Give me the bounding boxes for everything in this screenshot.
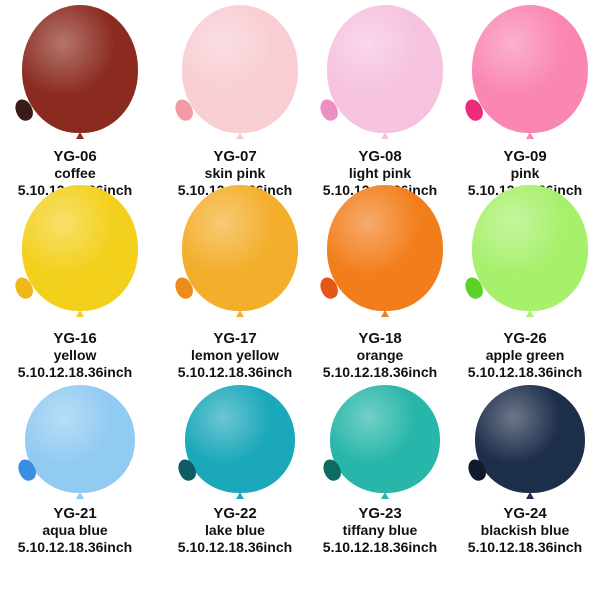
balloon-code: YG-23 — [358, 505, 402, 522]
balloon-labels: YG-21 aqua blue 5.10.12.18.36inch — [0, 505, 150, 556]
balloon-swatch: YG-16 yellow 5.10.12.18.36inch — [0, 0, 150, 600]
balloon-color-name: aqua blue — [42, 522, 108, 538]
balloon-code: YG-26 — [503, 330, 547, 347]
balloon-image — [22, 5, 138, 133]
balloon-labels: YG-16 yellow 5.10.12.18.36inch — [0, 330, 150, 381]
balloon-color-name: pink — [510, 165, 540, 181]
balloon-knot — [76, 310, 84, 317]
balloon-knot — [381, 132, 389, 139]
balloon-sizes: 5.10.12.18.36inch — [17, 364, 133, 380]
balloon-labels: YG-24 blackish blue 5.10.12.18.36inch — [450, 505, 600, 556]
balloon-knot — [76, 492, 84, 499]
balloon-image — [22, 185, 138, 311]
balloon-labels: YG-18 orange 5.10.12.18.36inch — [305, 330, 455, 381]
balloon-code: YG-18 — [358, 330, 402, 347]
balloon-swatch: YG-22 lake blue 5.10.12.18.36inch — [160, 0, 310, 600]
balloon-color-name: skin pink — [204, 165, 266, 181]
balloon-sizes: 5.10.12.18.36inch — [322, 539, 438, 555]
balloon-color-name: light pink — [348, 165, 412, 181]
balloon-image — [472, 5, 588, 133]
balloon-color-name: lake blue — [205, 522, 265, 538]
balloon-labels: YG-17 lemon yellow 5.10.12.18.36inch — [160, 330, 310, 381]
balloon-code: YG-24 — [503, 505, 547, 522]
balloon-knot — [236, 132, 244, 139]
balloon-code: YG-06 — [53, 148, 97, 165]
balloon-color-name: apple green — [485, 347, 565, 363]
balloon-knot — [526, 132, 534, 139]
balloon-knot — [381, 492, 389, 499]
balloon-sizes: 5.10.12.18.36inch — [177, 539, 293, 555]
balloon-knot — [236, 310, 244, 317]
balloon-code: YG-08 — [358, 148, 402, 165]
balloon-swatch: YG-26 apple green 5.10.12.18.36inch — [450, 0, 600, 600]
balloon-image — [472, 185, 588, 311]
balloon-swatch: YG-24 blackish blue 5.10.12.18.36inch — [450, 0, 600, 600]
balloon-code: YG-09 — [503, 148, 547, 165]
balloon-knot — [236, 492, 244, 499]
balloon-color-name: lemon yellow — [191, 347, 279, 363]
balloon-image — [327, 5, 443, 133]
balloon-sizes: 5.10.12.18.36inch — [17, 539, 133, 555]
balloon-image — [327, 185, 443, 311]
balloon-sizes: 5.10.12.18.36inch — [177, 364, 293, 380]
balloon-image — [330, 385, 440, 493]
balloon-knot — [526, 492, 534, 499]
balloon-swatch: YG-21 aqua blue 5.10.12.18.36inch — [0, 0, 150, 600]
balloon-color-name: blackish blue — [480, 522, 570, 538]
balloon-code: YG-22 — [213, 505, 257, 522]
balloon-swatch: YG-17 lemon yellow 5.10.12.18.36inch — [160, 0, 310, 600]
balloon-image — [475, 385, 585, 493]
balloon-knot — [76, 132, 84, 139]
balloon-image — [25, 385, 135, 493]
balloon-code: YG-07 — [213, 148, 257, 165]
balloon-code: YG-21 — [53, 505, 97, 522]
balloon-labels: YG-23 tiffany blue 5.10.12.18.36inch — [305, 505, 455, 556]
balloon-swatch: YG-18 orange 5.10.12.18.36inch — [305, 0, 455, 600]
balloon-color-name: coffee — [54, 165, 96, 181]
balloon-image — [185, 385, 295, 493]
balloon-labels: YG-26 apple green 5.10.12.18.36inch — [450, 330, 600, 381]
balloon-sizes: 5.10.12.18.36inch — [467, 539, 583, 555]
balloon-sizes: 5.10.12.18.36inch — [322, 364, 438, 380]
balloon-image — [182, 185, 298, 311]
balloon-color-name: yellow — [53, 347, 97, 363]
balloon-color-name: orange — [356, 347, 404, 363]
balloon-image — [182, 5, 298, 133]
balloon-sizes: 5.10.12.18.36inch — [467, 364, 583, 380]
balloon-labels: YG-22 lake blue 5.10.12.18.36inch — [160, 505, 310, 556]
balloon-color-name: tiffany blue — [342, 522, 418, 538]
balloon-knot — [381, 310, 389, 317]
balloon-code: YG-16 — [53, 330, 97, 347]
balloon-knot — [526, 310, 534, 317]
balloon-swatch: YG-23 tiffany blue 5.10.12.18.36inch — [305, 0, 455, 600]
balloon-code: YG-17 — [213, 330, 257, 347]
